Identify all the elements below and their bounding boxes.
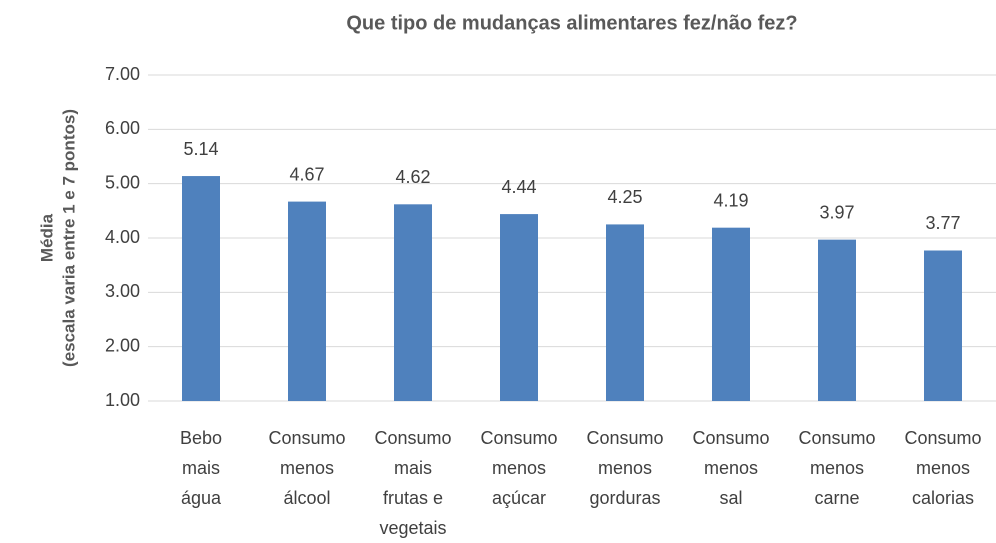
y-tick-label: 1.00 <box>105 390 140 410</box>
bar <box>818 239 856 401</box>
value-label: 4.44 <box>501 177 536 197</box>
bar <box>606 224 644 401</box>
y-tick-label: 5.00 <box>105 172 140 192</box>
x-tick-label: Consumo menos calorias <box>904 428 982 508</box>
y-tick-label: 4.00 <box>105 227 140 247</box>
y-tick-label: 6.00 <box>105 118 140 138</box>
value-label: 4.67 <box>289 164 324 184</box>
value-label: 4.62 <box>395 167 430 187</box>
bar <box>288 201 326 401</box>
x-tick-label: Bebo mais água <box>179 428 223 508</box>
bar <box>924 250 962 401</box>
y-axis-label: (escala varia entre 1 e 7 pontos) <box>59 109 78 367</box>
y-tick-label: 7.00 <box>105 64 140 84</box>
value-label: 5.14 <box>183 139 218 159</box>
bar <box>394 204 432 401</box>
value-label: 3.97 <box>819 202 854 222</box>
bar <box>182 176 220 401</box>
chart-title: Que tipo de mudanças alimentares fez/não… <box>346 12 797 34</box>
x-tick-label: Consumo menos sal <box>692 428 770 508</box>
x-tick-label: Consumo mais frutas e vegetais <box>374 428 452 538</box>
y-axis-label: Média <box>37 213 56 262</box>
value-label: 3.77 <box>925 213 960 233</box>
x-tick-label: Consumo menos carne <box>798 428 876 508</box>
value-label: 4.19 <box>713 190 748 210</box>
bar <box>500 214 538 401</box>
x-tick-label: Consumo menos açúcar <box>480 428 558 508</box>
x-tick-label: Consumo menos álcool <box>268 428 346 508</box>
y-tick-label: 2.00 <box>105 335 140 355</box>
y-tick-label: 3.00 <box>105 281 140 301</box>
value-label: 4.25 <box>607 187 642 207</box>
x-tick-label: Consumo menos gorduras <box>586 428 664 508</box>
bar <box>712 227 750 401</box>
